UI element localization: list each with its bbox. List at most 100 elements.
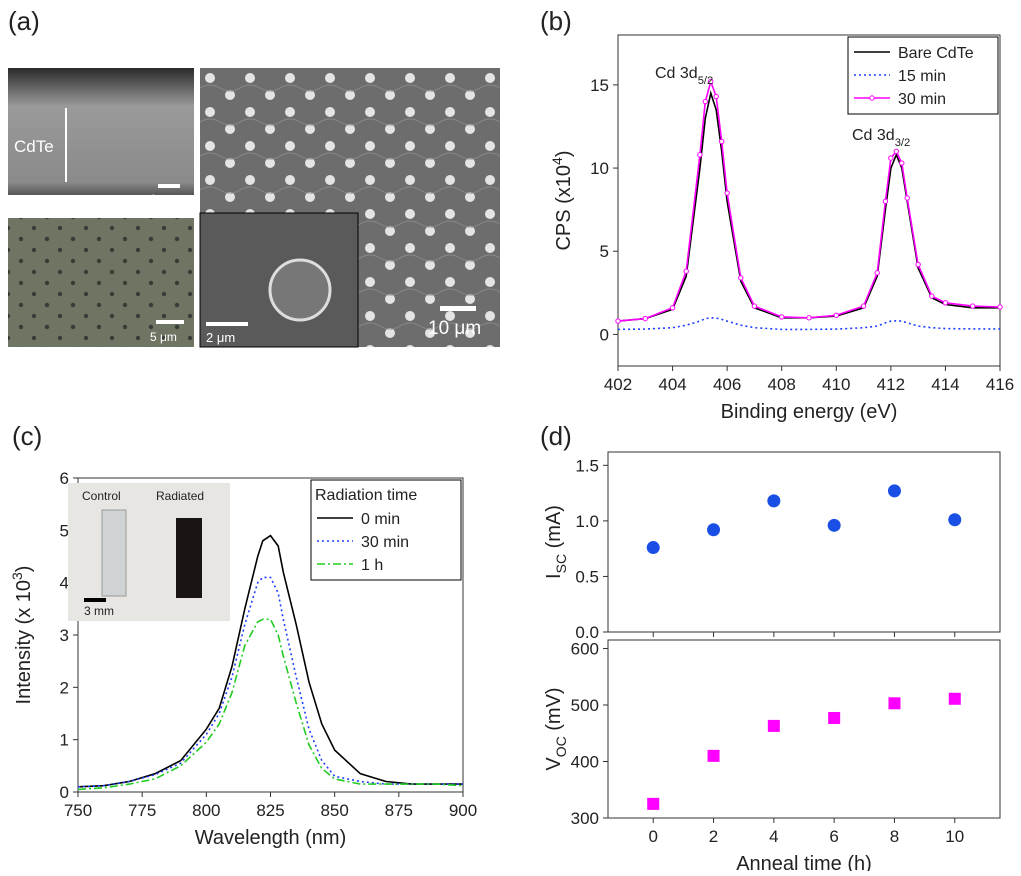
y-tick-label: 0	[600, 325, 609, 344]
data-point	[997, 304, 1003, 310]
data-point	[874, 270, 880, 276]
series-line	[77, 576, 463, 788]
data-point	[697, 152, 703, 158]
plot-frame	[607, 639, 1001, 819]
scale-label: 1 μm	[150, 192, 177, 206]
scale-label: 5 μm	[150, 330, 177, 344]
x-tick-label: 412	[877, 375, 905, 394]
data-point	[882, 198, 889, 205]
data-point	[779, 314, 785, 320]
y-axis-label: ISC (mA)	[543, 505, 569, 579]
y-tick-label: 300	[571, 809, 599, 828]
data-point	[724, 190, 730, 196]
x-tick-label: 825	[256, 801, 284, 820]
y-tick-label: 5	[60, 521, 69, 540]
plot-frame	[617, 34, 1001, 367]
y-tick-label: 600	[571, 639, 599, 658]
y-tick-label: 0	[60, 783, 69, 802]
data-point	[893, 148, 900, 155]
inset-sample	[101, 509, 127, 597]
y-tick-label: 2	[60, 678, 69, 697]
data-point	[948, 513, 962, 527]
x-axis-label: Binding energy (eV)	[721, 401, 898, 423]
inset-sample	[176, 518, 202, 598]
peak-annotation: Cd 3d5/2	[655, 65, 713, 87]
x-tick-label: 850	[320, 801, 348, 820]
series-line	[617, 78, 1001, 322]
x-tick-label: 10	[945, 827, 964, 846]
data-point	[751, 303, 758, 309]
data-point	[888, 155, 894, 161]
y-axis-label-sub: OC	[553, 736, 569, 757]
y-axis-label: CPS (x104)	[549, 150, 575, 250]
data-point	[647, 797, 660, 810]
legend-label: 30 min	[361, 534, 409, 551]
x-tick-label: 6	[829, 827, 838, 846]
legend-label: 15 min	[898, 68, 946, 85]
inset-label: 3 mm	[84, 604, 114, 618]
y-tick-label: 4	[60, 574, 69, 593]
data-point	[669, 305, 676, 311]
scale-label: 2 μm	[206, 330, 235, 345]
peak-annotation-main: Cd 3d	[852, 127, 895, 144]
plot-frame	[607, 451, 1001, 633]
inset-label: Control	[82, 489, 121, 503]
y-axis-label-main: I	[543, 573, 565, 579]
sem-dots	[8, 218, 194, 347]
data-point	[708, 78, 714, 85]
x-tick-label: 875	[385, 801, 413, 820]
y-axis-label: Intensity (x 103)	[9, 566, 35, 705]
panel-label: (b)	[540, 6, 572, 36]
legend-label: 1 h	[361, 557, 383, 574]
data-point	[642, 315, 648, 322]
sem-cross-section	[8, 68, 194, 195]
y-tick-label: 15	[590, 76, 609, 95]
data-point	[702, 98, 709, 105]
legend-label: 0 min	[361, 511, 400, 528]
data-point	[683, 268, 689, 274]
y-axis-label-rest: )	[13, 566, 35, 573]
panel-label: (a)	[8, 6, 40, 36]
y-tick-label: 0.0	[575, 623, 599, 642]
series-line	[617, 316, 1000, 331]
y-axis-label-rest: (mA)	[543, 505, 565, 554]
data-point	[767, 719, 780, 732]
y-axis-label-sub: SC	[553, 554, 569, 573]
peak-annotation-main: Cd 3d	[655, 65, 698, 82]
y-axis-label-sup: 4	[549, 157, 565, 165]
y-tick-label: 6	[60, 469, 69, 488]
y-axis-label-rest: (mV)	[543, 687, 565, 736]
inset-feature	[268, 258, 332, 322]
series-line	[77, 618, 464, 791]
data-point	[738, 275, 744, 281]
y-axis-label-rest: )	[553, 150, 575, 157]
data-point	[915, 261, 921, 268]
image-label: CdTe	[14, 137, 54, 156]
data-point	[970, 303, 976, 309]
peak-annotation: Cd 3d3/2	[852, 127, 910, 149]
y-tick-label: 10	[590, 159, 609, 178]
y-tick-label: 5	[600, 242, 609, 261]
y-axis-label-main: Intensity (x 10	[13, 580, 35, 705]
x-tick-label: 406	[713, 375, 741, 394]
x-tick-label: 416	[986, 375, 1014, 394]
x-tick-label: 4	[769, 827, 778, 846]
scale-bar	[156, 320, 184, 324]
x-axis-label: Anneal time (h)	[736, 853, 872, 871]
data-point	[718, 138, 725, 145]
scale-bar	[158, 184, 180, 188]
x-tick-label: 408	[768, 375, 796, 394]
x-tick-label: 900	[449, 801, 477, 820]
x-tick-label: 2	[709, 827, 718, 846]
legend-title: Radiation time	[315, 487, 417, 504]
panel-label: (d)	[540, 421, 572, 451]
data-point	[615, 318, 621, 324]
x-tick-label: 414	[931, 375, 959, 394]
legend-label: Bare CdTe	[898, 45, 974, 62]
x-tick-label: 402	[604, 375, 632, 394]
peak-annotation-sub: 5/2	[698, 75, 714, 87]
data-point	[713, 93, 719, 100]
scale-label: 10 μm	[428, 318, 481, 339]
data-point	[904, 195, 910, 201]
